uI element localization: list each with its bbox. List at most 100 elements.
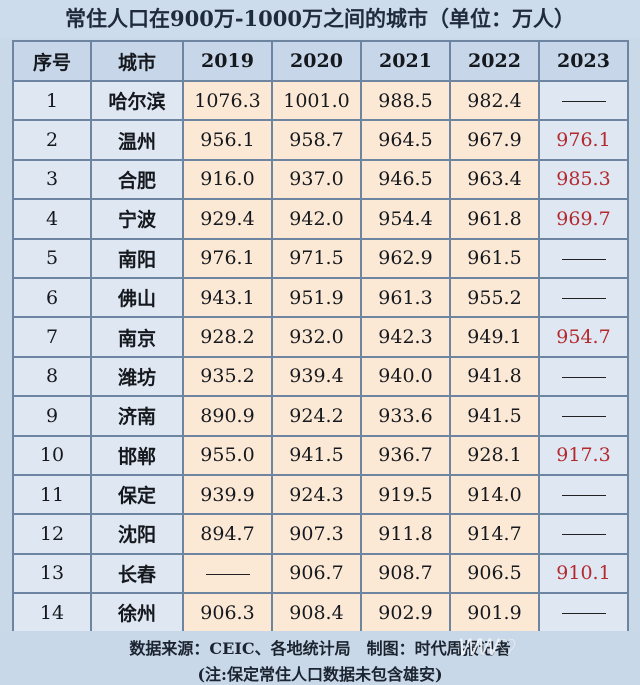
population-value-2023: 917.3 [538,434,629,476]
population-value-2022: 914.7 [449,513,540,555]
city-name: 合肥 [90,158,184,201]
row-index: 9 [12,395,92,437]
population-value-2023: 976.1 [538,119,629,161]
population-value-2021: 936.7 [360,434,451,476]
population-value-2020: 958.7 [271,119,362,161]
population-value-2022: 941.8 [449,355,540,398]
city-name: 宁波 [90,198,184,240]
table-row: 5 南阳 976.1 971.5 962.9 961.5 [12,237,629,279]
population-value-2019: 929.4 [182,198,273,240]
population-value-2022: 928.1 [449,434,540,476]
page-title: 常住人口在900万-1000万之间的城市（单位：万人） [0,0,640,38]
row-index: 2 [12,119,92,161]
population-value-2020: 941.5 [271,434,362,476]
row-index: 1 [12,79,92,122]
header-2023: 2023 [538,40,629,82]
city-name: 南京 [90,316,184,358]
population-value-2020: 924.2 [271,395,362,437]
population-value-2022: 914.0 [449,473,540,516]
population-value-2019: 935.2 [182,355,273,398]
population-value-2021: 961.3 [360,276,451,319]
dash-mark [561,298,606,300]
row-index: 11 [12,473,92,516]
header-2021: 2021 [360,40,451,82]
population-value-2021: 940.0 [360,355,451,398]
table-row: 11 保定 939.9 924.3 919.5 914.0 [12,473,629,516]
table-row: 13 长春 906.7 908.7 906.5 910.1 [12,552,629,595]
source-note: 数据来源：CEIC、各地统计局 制图：时代周报记者 [129,639,511,658]
population-value-2020: 951.9 [271,276,362,319]
population-value-2019: 955.0 [182,434,273,476]
no-data-dash [538,395,629,437]
population-value-2020: 932.0 [271,316,362,358]
no-data-dash [182,552,273,595]
population-value-2022: 967.9 [449,119,540,161]
header-row: 序号 城市 2019 2020 2021 2022 2023 [12,40,629,82]
footnote: (注:保定常住人口数据未包含雄安) [197,665,443,684]
population-value-2019: 1076.3 [182,79,273,122]
row-index: 7 [12,316,92,358]
population-value-2022: 901.9 [449,592,540,634]
population-value-2019: 894.7 [182,513,273,555]
dash-mark [561,101,606,103]
table-row: 10 邯郸 955.0 941.5 936.7 928.1 917.3 [12,434,629,476]
dash-mark [561,534,606,536]
dash-mark [561,376,606,378]
row-index: 14 [12,592,92,634]
population-value-2022: 982.4 [449,79,540,122]
population-value-2023: 910.1 [538,552,629,595]
population-value-2021: 942.3 [360,316,451,358]
table-row: 9 济南 890.9 924.2 933.6 941.5 [12,395,629,437]
population-value-2020: 908.4 [271,592,362,634]
header-2019: 2019 [182,40,273,82]
population-value-2020: 939.4 [271,355,362,398]
row-index: 12 [12,513,92,555]
no-data-dash [538,237,629,279]
population-value-2020: 971.5 [271,237,362,279]
population-value-2020: 924.3 [271,473,362,516]
city-name: 保定 [90,473,184,516]
footer: 数据来源：CEIC、各地统计局 制图：时代周报记者 (注:保定常住人口数据未包含… [0,631,640,685]
population-value-2020: 907.3 [271,513,362,555]
population-value-2021: 946.5 [360,158,451,201]
population-value-2022: 906.5 [449,552,540,595]
header-index: 序号 [12,40,92,82]
city-name: 徐州 [90,592,184,634]
population-value-2021: 988.5 [360,79,451,122]
row-index: 10 [12,434,92,476]
row-index: 5 [12,237,92,279]
population-value-2021: 962.9 [360,237,451,279]
dash-mark [561,416,606,418]
population-value-2021: 902.9 [360,592,451,634]
table-row: 2 温州 956.1 958.7 964.5 967.9 976.1 [12,119,629,161]
city-name: 济南 [90,395,184,437]
population-value-2021: 908.7 [360,552,451,595]
table-row: 3 合肥 916.0 937.0 946.5 963.4 985.3 [12,158,629,201]
row-index: 13 [12,552,92,595]
dash-mark [205,573,250,575]
population-value-2022: 963.4 [449,158,540,201]
row-index: 3 [12,158,92,201]
header-2022: 2022 [449,40,540,82]
row-index: 4 [12,198,92,240]
header-city: 城市 [90,40,184,82]
city-name: 邯郸 [90,434,184,476]
dash-mark [561,613,606,615]
population-value-2020: 942.0 [271,198,362,240]
table-row: 4 宁波 929.4 942.0 954.4 961.8 969.7 [12,198,629,240]
city-name: 温州 [90,119,184,161]
header-2020: 2020 [271,40,362,82]
population-value-2021: 954.4 [360,198,451,240]
table-row: 14 徐州 906.3 908.4 902.9 901.9 [12,592,629,634]
population-value-2022: 941.5 [449,395,540,437]
population-value-2022: 961.8 [449,198,540,240]
population-value-2023: 969.7 [538,198,629,240]
population-value-2020: 937.0 [271,158,362,201]
population-value-2021: 933.6 [360,395,451,437]
population-value-2023: 954.7 [538,316,629,358]
table-row: 12 沈阳 894.7 907.3 911.8 914.7 [12,513,629,555]
population-value-2019: 943.1 [182,276,273,319]
table-row: 1 哈尔滨 1076.3 1001.0 988.5 982.4 [12,79,629,122]
no-data-dash [538,355,629,398]
